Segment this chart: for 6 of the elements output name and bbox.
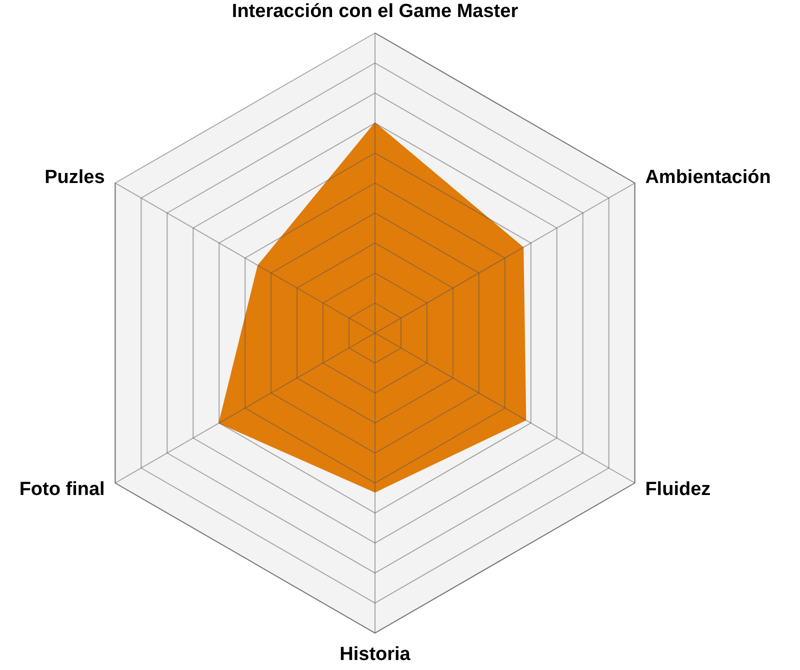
spoke-label: Foto final <box>19 479 105 500</box>
spoke-label: Historia <box>340 644 411 665</box>
spoke-label: Ambientación <box>645 167 771 188</box>
spoke-label: Puzles <box>44 167 105 188</box>
spoke-label: Interacción con el Game Master <box>232 1 519 22</box>
spoke-label: Fluidez <box>645 479 711 500</box>
